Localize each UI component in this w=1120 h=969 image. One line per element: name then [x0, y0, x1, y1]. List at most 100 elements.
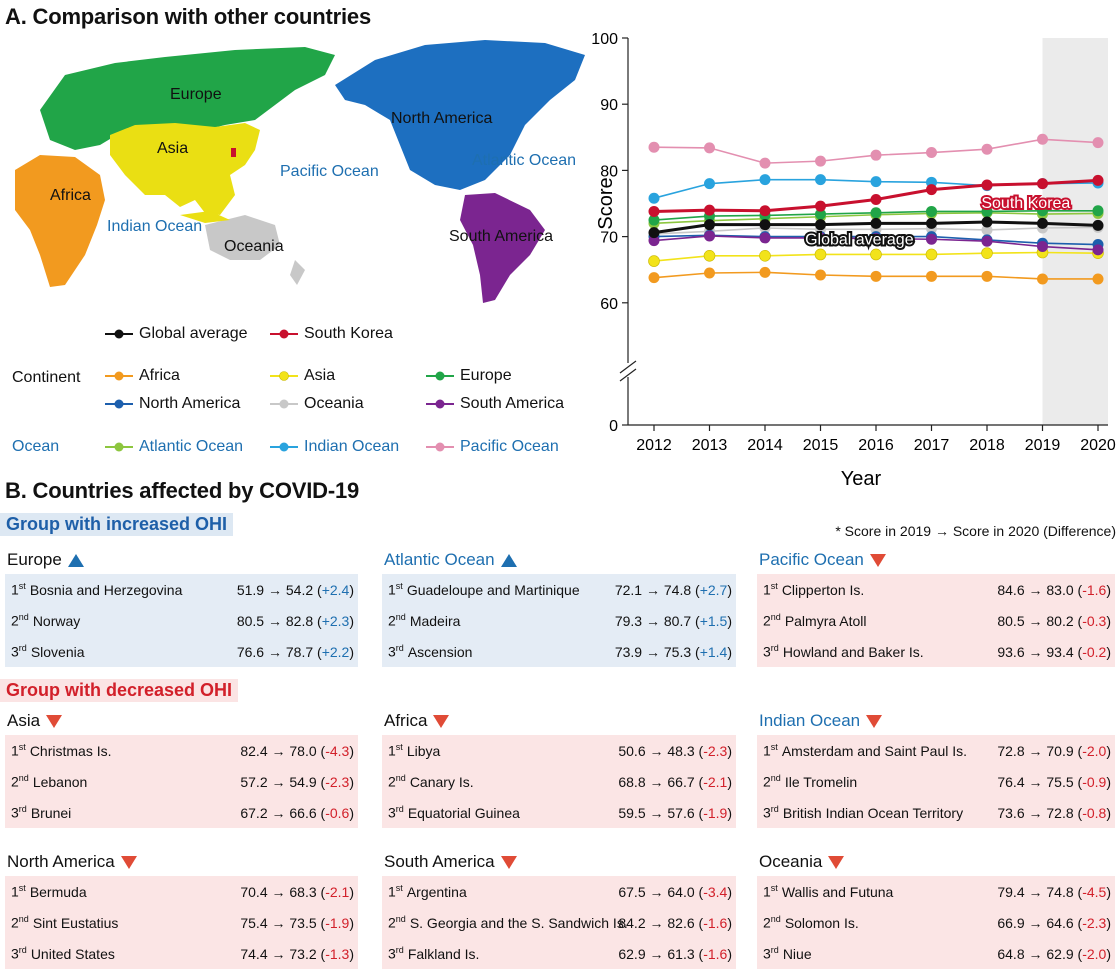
legend-continent-label: Continent [12, 369, 81, 386]
table-row: 1st Christmas Is. 82.4 → 78.0 (-4.3) [5, 735, 358, 766]
legend-marker-pacific [426, 442, 454, 452]
data-point [759, 249, 771, 262]
data-point [648, 235, 660, 247]
paren-close: ) [727, 612, 732, 629]
paren-close: ) [727, 773, 732, 790]
region-title-indian: Indian Ocean [759, 711, 883, 731]
region-table-asia: 1st Christmas Is. 82.4 → 78.0 (-4.3) 2nd Leb… [5, 735, 358, 828]
triangle-down-icon [433, 714, 450, 728]
rank-number: 3 [763, 804, 771, 821]
triangle-down-icon [46, 714, 63, 728]
paren-open: ( [313, 612, 322, 629]
group-decreased-header: Group with decreased OHI [0, 679, 239, 702]
legend-marker-oceania [270, 399, 298, 409]
score-change: 84.2 → 82.6 (-1.6) [618, 915, 732, 931]
score-values: 57.2 → 54.9 [240, 773, 317, 790]
table-row: 3rd Niue 64.8 → 62.9 (-2.0) [757, 938, 1115, 969]
data-point [925, 248, 938, 261]
data-point [981, 270, 993, 282]
paren-open: ( [313, 581, 322, 598]
country-rank-name: 1st Argentina [388, 883, 467, 900]
legend-marker-asia [270, 371, 298, 381]
score-change: 79.4 → 74.8 (-4.5) [997, 884, 1111, 900]
legend-marker-indian [270, 442, 298, 452]
country-name: Ile Tromelin [784, 773, 858, 790]
data-point [815, 269, 826, 281]
score-change: 75.4 → 73.5 (-1.9) [240, 915, 354, 931]
region-title-oceania: Oceania [759, 852, 845, 872]
table-row: 2nd Ile Tromelin 76.4 → 75.5 (-0.9) [757, 766, 1115, 797]
score-change: 72.1 → 74.8 (+2.7) [615, 582, 732, 598]
country-rank-name: 1st Clipperton Is. [763, 581, 864, 598]
legend-label-atlantic: Atlantic Ocean [139, 438, 244, 455]
legend-ocean-label: Ocean [12, 438, 60, 455]
region-table-north-america: 1st Bermuda 70.4 → 68.3 (-2.1) 2nd Sint Eust… [5, 876, 358, 969]
rank-ordinal: nd [770, 914, 781, 925]
country-rank-name: 2nd Sint Eustatius [11, 914, 118, 931]
region-title-text: Pacific Ocean [759, 550, 864, 569]
country-rank-name: 3rd Brunei [11, 804, 71, 821]
country-name: United States [30, 945, 115, 962]
legend-label-oceania: Oceania [304, 395, 364, 412]
rank-number: 1 [763, 581, 771, 598]
legend-marker-atlantic [105, 442, 133, 452]
data-point [648, 214, 660, 226]
score-change: 68.8 → 66.7 (-2.1) [618, 774, 732, 790]
x-tick-label: 2017 [914, 437, 950, 454]
legend-label-global: Global average [139, 325, 248, 342]
country-rank-name: 2nd Ile Tromelin [763, 773, 857, 790]
rank-number: 2 [763, 612, 771, 629]
score-difference: -2.0 [1082, 945, 1107, 962]
score-values: 93.6 → 93.4 [997, 643, 1074, 660]
rank-ordinal: rd [18, 945, 27, 956]
score-change: 64.8 → 62.9 (-2.0) [997, 946, 1111, 962]
rank-ordinal: rd [395, 643, 404, 654]
map-label-indian-ocean: Indian Ocean [107, 218, 203, 235]
legend-label-africa: Africa [139, 367, 180, 384]
country-name: Howland and Baker Is. [782, 643, 924, 660]
data-point [759, 219, 771, 231]
score-values: 68.8 → 66.7 [618, 773, 695, 790]
data-point [870, 248, 882, 261]
triangle-down-icon [828, 855, 845, 869]
country-rank-name: 1st Wallis and Futuna [763, 883, 893, 900]
score-difference: -4.3 [325, 742, 350, 759]
score-values: 72.8 → 70.9 [997, 742, 1074, 759]
legend-label-indian: Indian Ocean [304, 438, 400, 455]
table-row: 3rd Brunei 67.2 → 66.6 (-0.6) [5, 797, 358, 828]
data-point [926, 233, 937, 245]
rank-ordinal: rd [770, 804, 779, 815]
data-point [926, 205, 937, 217]
region-title-atlantic: Atlantic Ocean [384, 550, 517, 570]
data-point [1037, 217, 1048, 229]
legend-oceania: Oceania [270, 395, 364, 413]
score-values: 79.4 → 74.8 [997, 883, 1074, 900]
score-difference: -0.2 [1082, 643, 1107, 660]
data-point [815, 200, 826, 212]
legend-marker-europe [426, 371, 454, 381]
paren-open: ( [316, 883, 326, 900]
country-rank-name: 3rd Niue [763, 945, 812, 962]
country-rank-name: 2nd Madeira [388, 612, 460, 629]
score-difference: -0.8 [1082, 804, 1107, 821]
legend-atlantic: Atlantic Ocean [105, 438, 243, 456]
map-sea-islands [180, 211, 230, 223]
rank-number: 3 [388, 643, 396, 660]
rank-number: 1 [11, 883, 19, 900]
rank-number: 3 [11, 945, 19, 962]
score-difference: -0.6 [325, 804, 350, 821]
score-change: 67.5 → 64.0 (-3.4) [618, 884, 732, 900]
paren-close: ) [349, 804, 354, 821]
data-point [870, 194, 882, 206]
country-name: Falkland Is. [407, 945, 480, 962]
series-south-america [648, 230, 1104, 256]
legend-asia: Asia [270, 367, 335, 385]
country-name: British Indian Ocean Territory [782, 804, 964, 821]
data-point [648, 272, 660, 284]
paren-open: ( [1073, 643, 1083, 660]
paren-open: ( [1073, 883, 1083, 900]
rank-ordinal: nd [395, 612, 406, 623]
panel-a-title: A. Comparison with other countries [5, 4, 372, 29]
region-title-text: Atlantic Ocean [384, 550, 495, 569]
country-name: Clipperton Is. [781, 581, 865, 598]
